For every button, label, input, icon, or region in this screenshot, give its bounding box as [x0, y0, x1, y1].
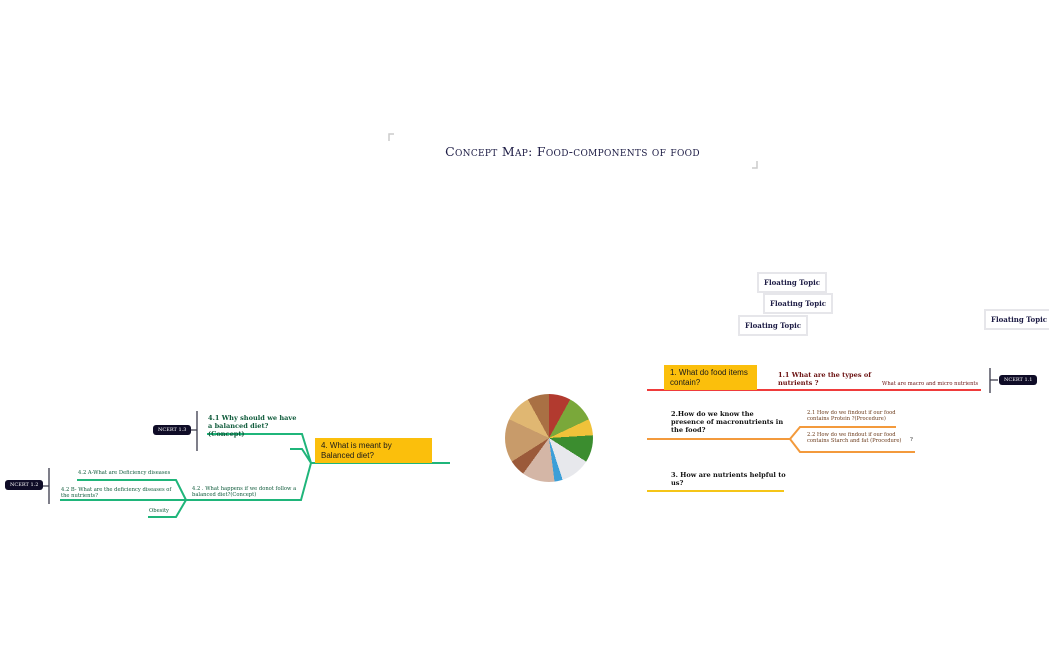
map-title[interactable]: Concept Map: Food-components of food — [445, 144, 700, 159]
floating-topic[interactable]: Floating Topic — [757, 272, 828, 293]
subtopic-protein-test[interactable]: 2.1 How do we findout if our food contai… — [807, 410, 896, 422]
title-corner-bottom-right — [752, 161, 758, 169]
ncert-1-3-badge[interactable]: NCERT 1.3 — [153, 425, 192, 435]
topic-what-do-food-items-contain[interactable]: 1. What do food items contain? — [664, 365, 757, 390]
floating-topic[interactable]: Floating Topic — [738, 315, 809, 336]
ncert-1-1-bracket — [989, 368, 998, 393]
subtopic-deficiency-diseases-of-nutrients[interactable]: 4.2 B- What are the deficiency diseases … — [61, 487, 172, 499]
subtopic-deficiency-diseases[interactable]: 4.2 A-What are Deficiency diseases — [78, 470, 171, 476]
subtopic-obesity[interactable]: Obesity — [149, 508, 169, 514]
subtopic-not-following-balanced-diet[interactable]: 4.2 . What happens if we donot follow a … — [192, 486, 297, 498]
title-corner-top-left — [388, 133, 394, 141]
floating-topic[interactable]: Floating Topic — [763, 293, 834, 314]
subtopic-why-balanced-diet[interactable]: 4.1 Why should we have a balanced diet?(… — [208, 414, 297, 438]
branch-2-line — [647, 426, 915, 453]
floating-topic[interactable]: Floating Topic — [984, 309, 1049, 330]
subtopic-question-mark: ? — [910, 437, 913, 443]
subtopic-macro-micro-nutrients[interactable]: What are macro and micro nutrients — [882, 381, 979, 387]
subtopic-types-of-nutrients[interactable]: 1.1 What are the types of nutrients ? — [778, 371, 872, 387]
topic-balanced-diet[interactable]: 4. What is meant by Balanced diet? — [315, 438, 432, 463]
food-plate-image[interactable] — [505, 394, 593, 482]
ncert-1-1-badge[interactable]: NCERT 1.1 — [999, 375, 1038, 385]
subtopic-starch-fat-test[interactable]: 2.2 How do we findout if our food contai… — [807, 432, 902, 444]
branch-4-line — [60, 433, 450, 518]
ncert-1-2-badge[interactable]: NCERT 1.2 — [5, 480, 44, 490]
topic-nutrients-helpful[interactable]: 3. How are nutrients helpful to us? — [671, 471, 786, 487]
topic-presence-of-macronutrients[interactable]: 2.How do we know the presence of macronu… — [671, 410, 784, 434]
